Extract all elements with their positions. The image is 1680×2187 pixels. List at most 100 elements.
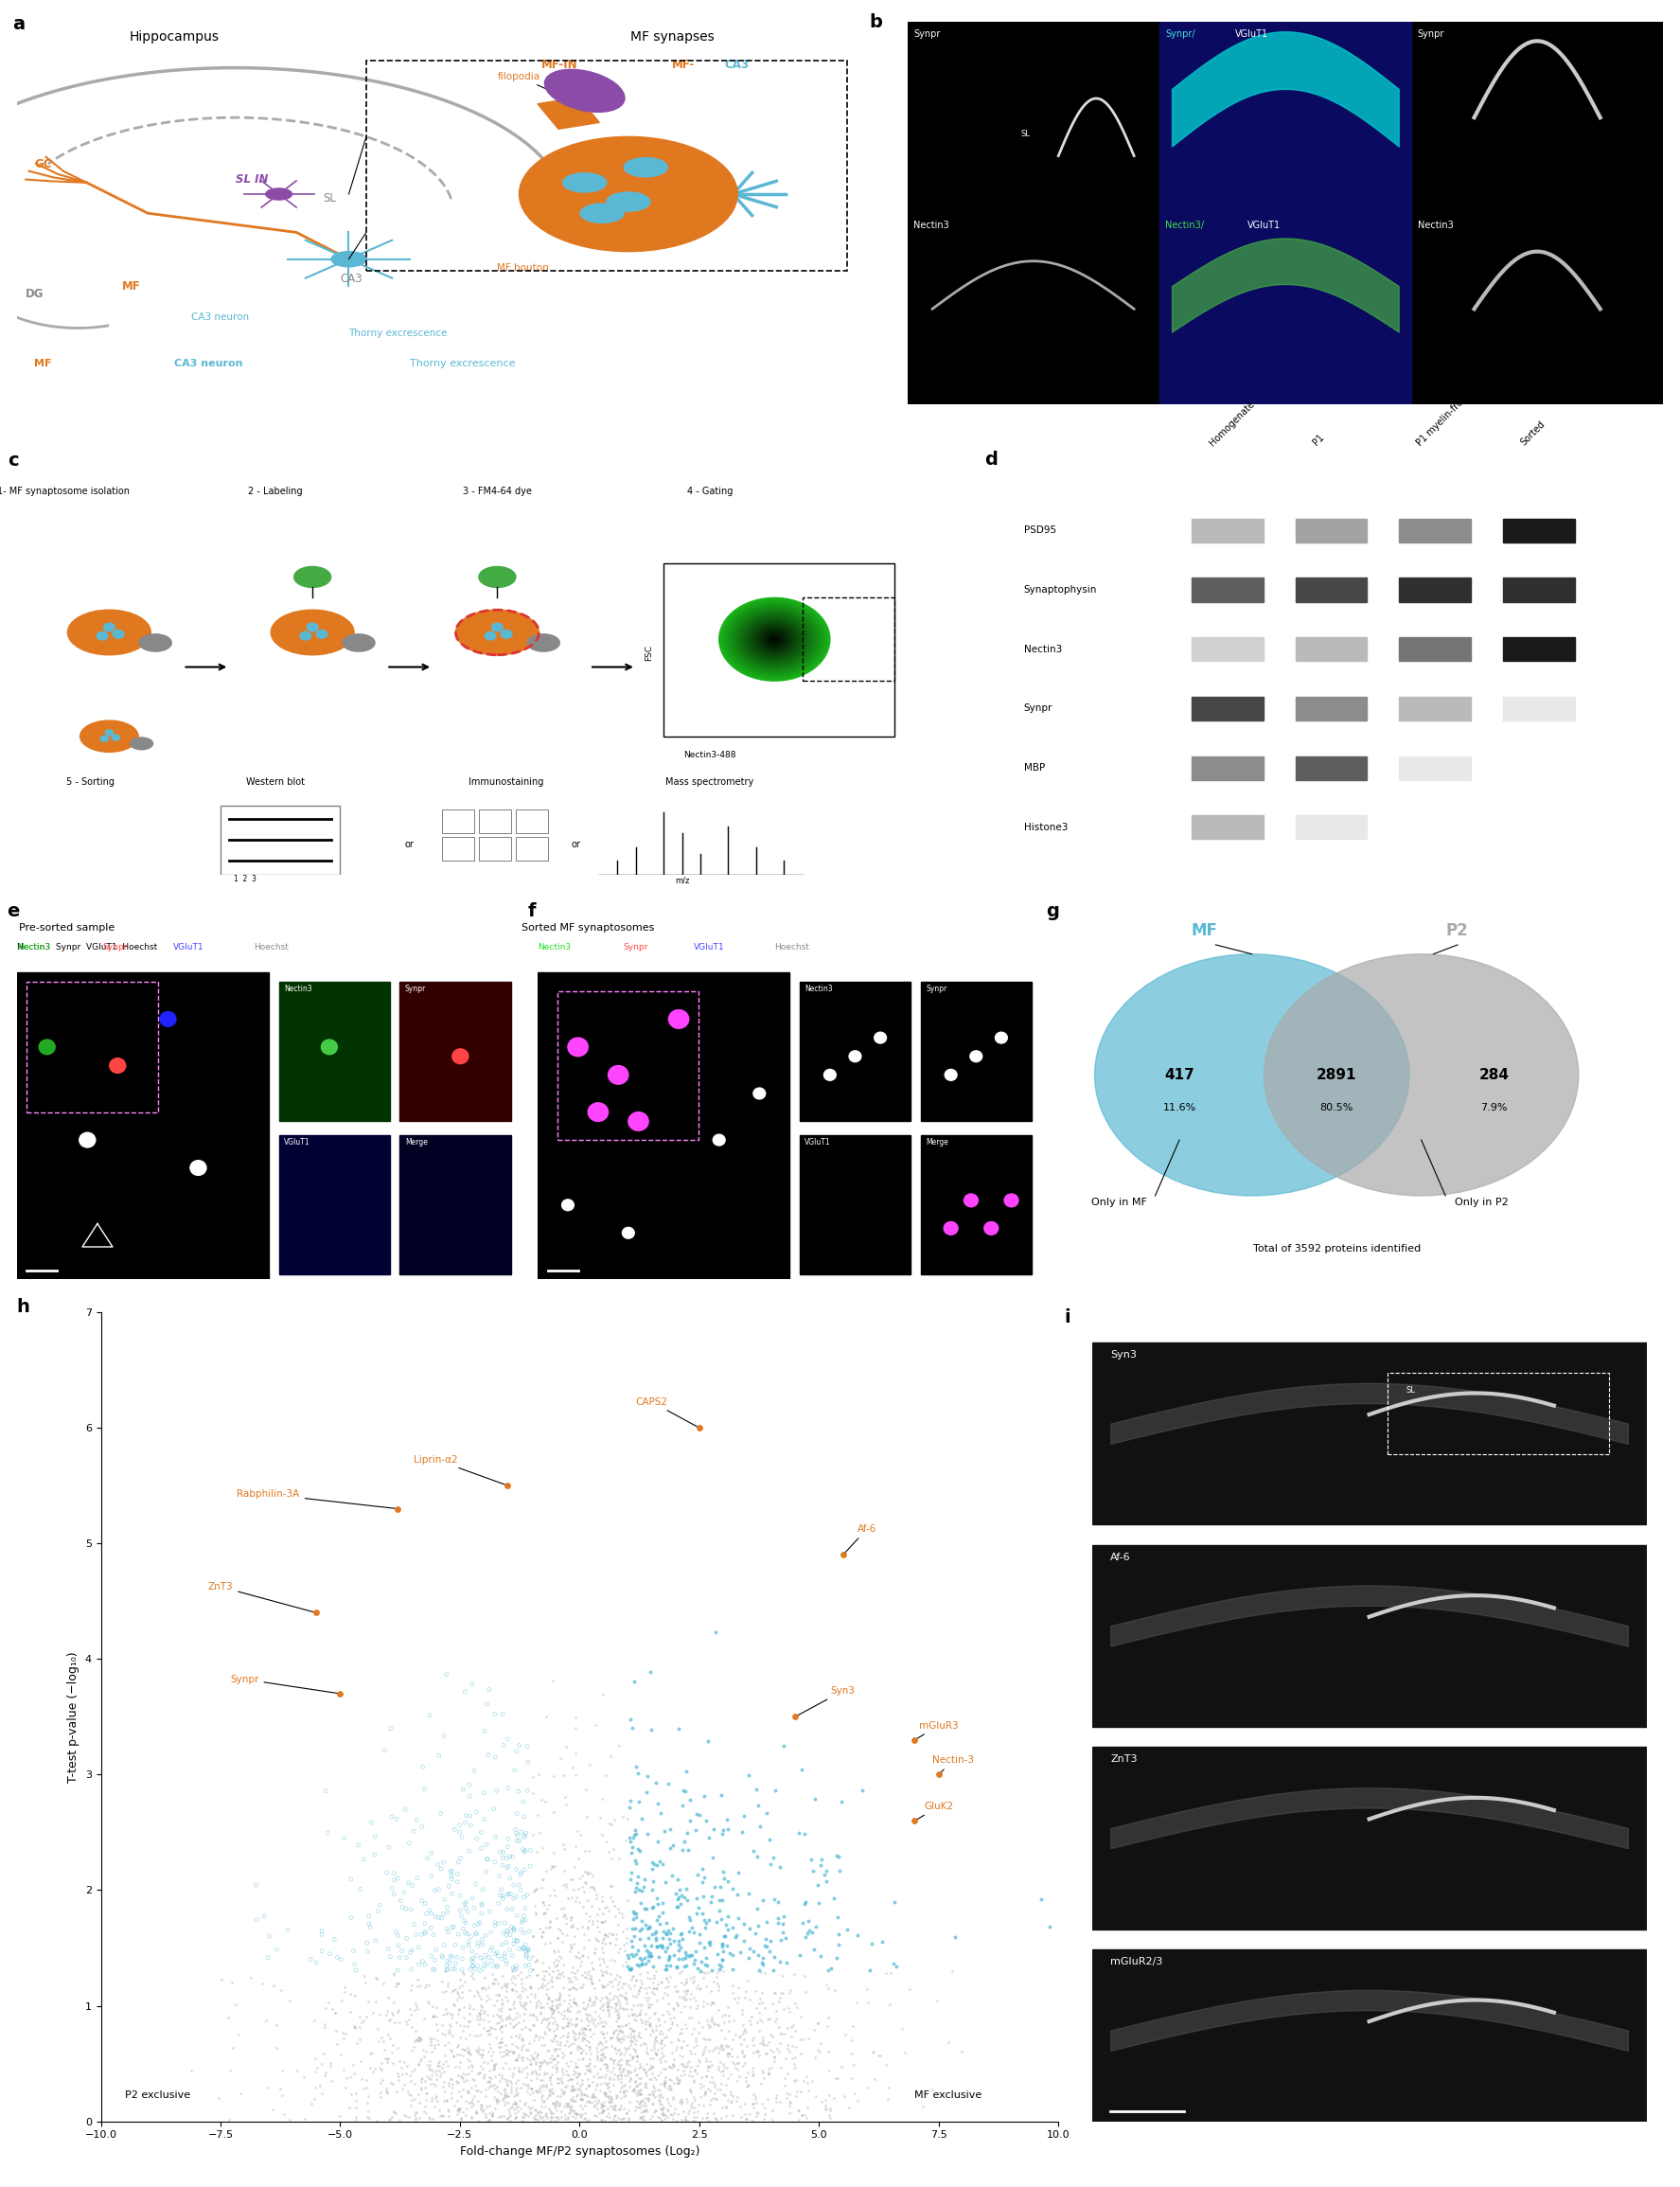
- Point: [622, 1997, 648, 2032]
- Point: [785, 2102, 811, 2137]
- Point: [568, 2091, 595, 2126]
- Point: [632, 2080, 659, 2115]
- Point: [538, 2095, 564, 2130]
- Point: [687, 1953, 714, 1988]
- Point: [739, 2086, 766, 2121]
- Point: [606, 2025, 633, 2060]
- Point: [534, 1981, 561, 2016]
- Point: [620, 2014, 647, 2049]
- Point: [692, 2075, 719, 2110]
- Point: [790, 2023, 816, 2058]
- Point: [559, 1909, 586, 1944]
- Point: [701, 1964, 727, 1999]
- Point: [501, 2008, 528, 2043]
- Point: [544, 1981, 571, 2016]
- Point: [588, 2091, 615, 2126]
- Point: [600, 2012, 627, 2047]
- Point: [719, 2038, 746, 2073]
- Point: [512, 1815, 539, 1850]
- Point: [494, 2093, 521, 2128]
- Circle shape: [316, 630, 328, 639]
- Point: [630, 2097, 657, 2132]
- Point: [489, 2049, 516, 2084]
- Point: [475, 2034, 502, 2069]
- Point: [512, 1903, 539, 1938]
- Point: [348, 2005, 375, 2040]
- Point: [475, 2003, 502, 2038]
- Point: [499, 1986, 526, 2021]
- Point: [556, 1990, 583, 2025]
- Point: [630, 1870, 657, 1905]
- Point: [554, 2089, 581, 2124]
- Point: [538, 1988, 564, 2023]
- Point: [475, 2027, 502, 2062]
- Point: [600, 2091, 627, 2126]
- Point: [447, 2091, 474, 2126]
- Point: [484, 2073, 511, 2108]
- Point: [502, 2086, 529, 2121]
- Circle shape: [301, 632, 311, 641]
- Point: [402, 2097, 428, 2132]
- Point: [701, 2005, 727, 2040]
- Point: [549, 2054, 576, 2089]
- Point: [605, 2062, 632, 2097]
- Bar: [1092, 1343, 1646, 1524]
- Point: [509, 1973, 536, 2008]
- Point: [721, 2003, 748, 2038]
- Point: [413, 2047, 440, 2082]
- Point: [407, 2100, 433, 2135]
- Point: [553, 1730, 580, 1765]
- Point: [628, 1988, 655, 2023]
- Point: [571, 2089, 598, 2124]
- Bar: [1295, 757, 1368, 781]
- Point: [625, 2075, 652, 2110]
- Point: [343, 2075, 370, 2110]
- Text: Nectin-3: Nectin-3: [932, 1756, 974, 1774]
- Point: [465, 2036, 492, 2071]
- Point: [566, 2071, 593, 2106]
- Point: [509, 2040, 536, 2075]
- Point: [664, 1890, 690, 1925]
- Point: [623, 1870, 650, 1905]
- Point: [430, 1896, 457, 1931]
- Point: [438, 1855, 465, 1890]
- Point: [393, 1892, 420, 1927]
- Point: [689, 1866, 716, 1901]
- Point: [522, 1999, 549, 2034]
- Point: [563, 2001, 590, 2036]
- Point: [813, 2008, 840, 2043]
- Point: [706, 1883, 732, 1918]
- Point: [563, 1736, 590, 1771]
- Point: [591, 2075, 618, 2110]
- Point: [482, 1905, 509, 1940]
- Point: [497, 2001, 524, 2036]
- Point: [554, 2062, 581, 2097]
- Point: [486, 2062, 512, 2097]
- Text: CA3 neuron: CA3 neuron: [175, 359, 242, 367]
- Point: [549, 1970, 576, 2005]
- Point: [743, 2097, 769, 2132]
- Point: [386, 2005, 413, 2040]
- Point: [620, 1903, 647, 1938]
- Point: [657, 1831, 684, 1866]
- Point: [576, 2012, 603, 2047]
- Point: [739, 2091, 766, 2126]
- Point: [472, 1938, 499, 1973]
- Point: [497, 2104, 524, 2139]
- Point: [259, 2091, 286, 2126]
- Point: [667, 1872, 694, 1907]
- Point: [704, 1938, 731, 1973]
- Bar: [1399, 636, 1472, 660]
- Point: [575, 1981, 601, 2016]
- Point: [840, 2010, 867, 2045]
- Point: [561, 1955, 588, 1990]
- Point: [486, 1992, 512, 2027]
- Point: [457, 2100, 484, 2135]
- Text: g: g: [1047, 903, 1060, 921]
- Point: [470, 1970, 497, 2005]
- Point: [376, 2102, 403, 2137]
- Point: [430, 2047, 457, 2082]
- Point: [267, 1973, 294, 2008]
- Point: [430, 1719, 457, 1754]
- Point: [699, 2034, 726, 2069]
